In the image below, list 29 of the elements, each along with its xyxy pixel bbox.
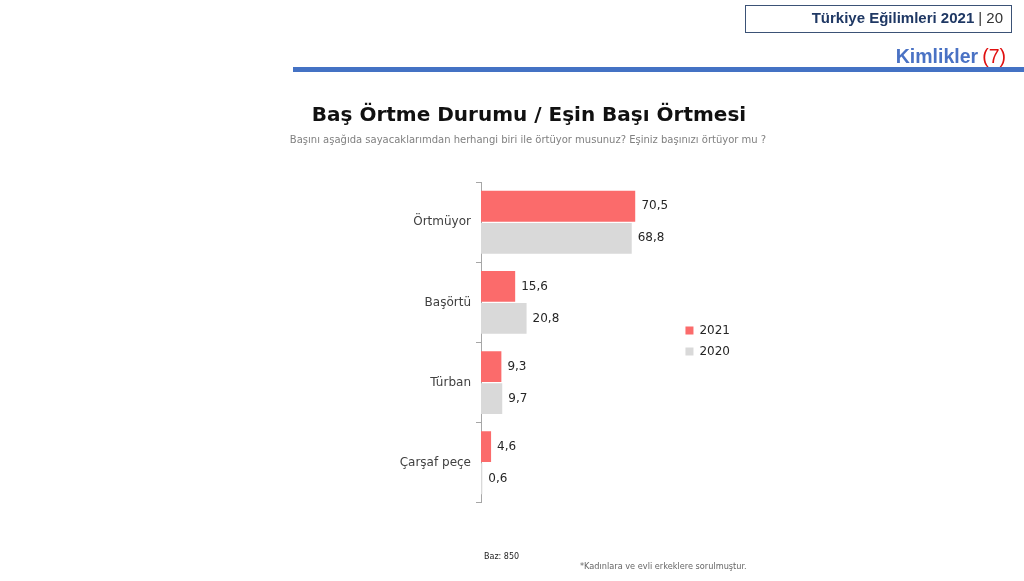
text: Kimlikler <box>895 45 979 67</box>
text: Türkiye Eğilimleri 2021 <box>811 9 975 26</box>
bar <box>481 431 492 463</box>
bar <box>481 303 527 334</box>
text: *Kadınlara ve evli erkeklere sorulmuştur. <box>580 561 747 572</box>
data-label: 4,6 <box>497 438 517 453</box>
data-label: 68,8 <box>637 230 665 245</box>
y-tick-label: Örtmüyor <box>413 212 472 229</box>
y-tick-label: Türban <box>429 374 471 389</box>
bar <box>481 190 636 222</box>
text: | 20 <box>978 9 1003 26</box>
data-label: 20,8 <box>532 310 560 325</box>
y-tick-label: Başörtü <box>424 294 471 309</box>
data-label: 0,6 <box>488 470 508 485</box>
data-label: 9,3 <box>507 358 527 373</box>
bar <box>481 351 502 382</box>
data-label: 70,5 <box>641 198 669 213</box>
text: (7) <box>982 45 1006 67</box>
text: Baz: 850 <box>484 552 520 562</box>
bar <box>481 271 516 302</box>
chart-subtitle: Başını aşağıda sayacaklarımdan herhangi biri ile örtüyor musunuz? Eşiniz başınızı örtüyor mu ? <box>288 134 768 146</box>
y-tick-label: Çarşaf peçe <box>399 454 471 469</box>
legend-label: 2021 <box>699 322 731 337</box>
chart-title: Baş Örtme Durumu / Eşin Başı Örtmesi <box>310 102 748 127</box>
data-label: 9,7 <box>508 390 528 405</box>
bar <box>481 383 503 414</box>
bar <box>481 222 632 254</box>
data-label: 15,6 <box>521 278 548 293</box>
legend-label: 2020 <box>699 343 731 358</box>
